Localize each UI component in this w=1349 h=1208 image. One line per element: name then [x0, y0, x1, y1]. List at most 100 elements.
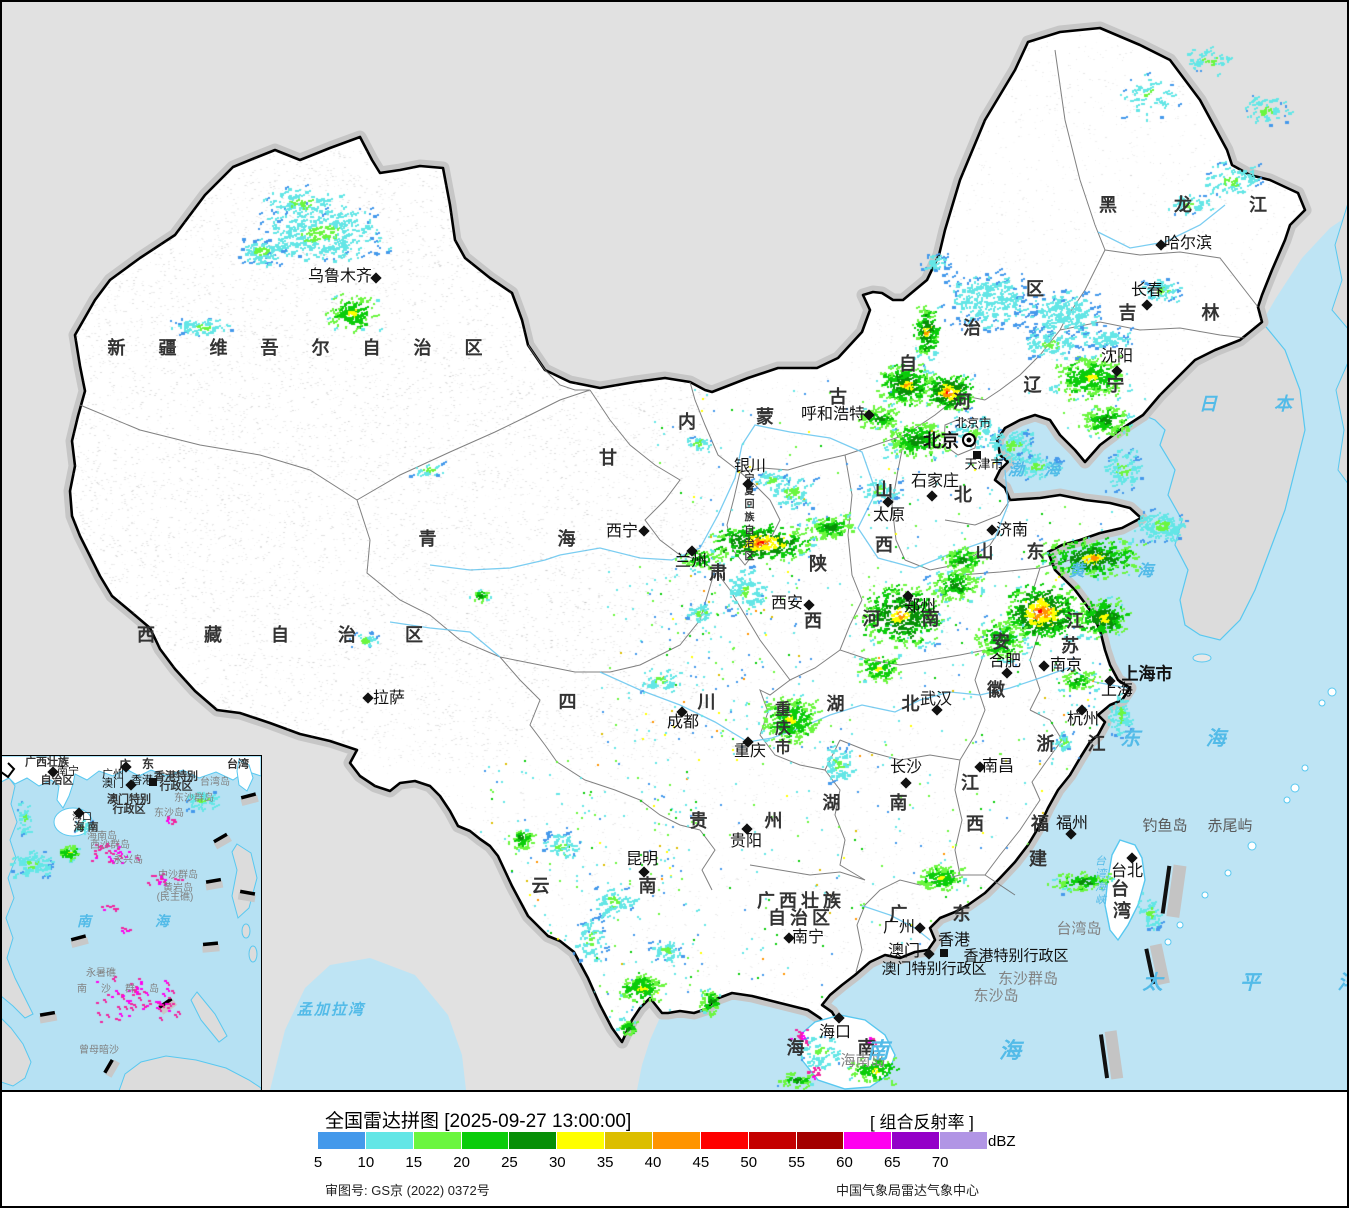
map-label: 贵阳: [729, 833, 763, 850]
map-label: 香港特别: [154, 770, 198, 783]
map-label: 南沙群岛: [77, 984, 173, 995]
map-label: 湾: [1113, 901, 1131, 921]
map-label: 澳门: [887, 943, 921, 960]
map-label: 台北: [1110, 863, 1144, 880]
map-label: 赤尾屿: [1207, 817, 1253, 835]
map-label: 徽: [987, 680, 1005, 700]
map-label: 香港: [937, 932, 971, 949]
city-marker-icon: [638, 525, 650, 537]
map-label: 重庆市: [772, 700, 789, 758]
colorbar-tick: 35: [596, 1154, 614, 1171]
map-label: 海南岛: [840, 1052, 886, 1070]
map-label: 河: [953, 392, 971, 412]
map-label: 区: [1026, 279, 1044, 299]
map-label: 海 南: [786, 1038, 900, 1058]
map-label: 香港: [131, 774, 153, 787]
map-label: 广州: [882, 919, 916, 936]
map-label: 湖 北: [826, 694, 946, 714]
map-label: 苏: [1061, 636, 1079, 656]
colorbar-tick: 70: [931, 1154, 949, 1171]
south-china-sea-inset: 广西壮族自治区南宁广东广州澳门香港香港特别行政区澳门特别行政区台湾台湾岛东沙群岛…: [0, 755, 262, 1091]
map-label: 自: [899, 354, 917, 374]
map-label: 台湾海峡: [1093, 855, 1106, 907]
map-label: 海口: [818, 1024, 852, 1041]
map-label: 西沙群岛: [90, 840, 130, 851]
map-label: 银川: [733, 458, 767, 475]
colorbar-segment: [700, 1132, 748, 1149]
colorbar-segment: [557, 1132, 605, 1149]
map-label: 陕: [809, 554, 827, 574]
map-label: 南京: [1049, 657, 1083, 674]
map-label: 东 海: [1120, 728, 1256, 750]
map-label: 永暑礁: [86, 968, 116, 979]
map-label: 黄 海: [1068, 563, 1178, 580]
capital-marker-icon: [966, 437, 972, 443]
map-label: 治: [963, 318, 981, 338]
colorbar-tick: 5: [313, 1154, 323, 1171]
inset-echo-layer: [1, 756, 261, 1090]
map-label: 西: [966, 814, 984, 834]
map-label: 西安: [770, 595, 804, 612]
map-label: 吉 林: [1118, 303, 1250, 323]
map-label: 太原: [872, 507, 906, 524]
city-marker-icon: [1038, 660, 1050, 672]
map-label: 北京市: [954, 416, 992, 430]
city-marker-icon: [149, 778, 157, 786]
map-label: 浙 江: [1036, 734, 1120, 754]
map-label: 石家庄: [910, 473, 960, 490]
map-label: 重庆: [733, 743, 767, 760]
map-label: 长沙: [889, 759, 923, 776]
map-label: 太 平 洋: [1142, 972, 1349, 994]
map-label: 武汉: [919, 691, 953, 708]
colorbar-segment: [844, 1132, 892, 1149]
legend-panel: 全国雷达拼图 [2025-09-27 13:00:00] [ 组合反射率 ] 5…: [0, 1090, 1349, 1208]
colorbar-tick: 60: [836, 1154, 853, 1171]
map-label: 西: [875, 535, 893, 555]
map-label: 长春: [1130, 282, 1164, 299]
colorbar-segment: [653, 1132, 700, 1149]
map-label: 黑 龙 江: [1098, 195, 1294, 215]
colorbar-tick: 55: [788, 1154, 805, 1171]
map-label: 山: [875, 480, 893, 500]
map-label: 肃: [709, 563, 727, 583]
city-marker-icon: [370, 272, 382, 284]
city-marker-icon: [923, 948, 935, 960]
map-label: 自治区: [40, 774, 74, 787]
map-label: 海南岛: [87, 831, 117, 842]
map-label: 乌鲁木齐: [307, 268, 373, 285]
map-label: 湖 南: [822, 793, 930, 813]
map-label: 福州: [1055, 815, 1089, 832]
map-label: 四 川: [558, 692, 774, 712]
map-label: 自治区: [768, 908, 834, 928]
map-label: 内: [678, 412, 696, 432]
map-label: 中沙群岛: [158, 870, 198, 881]
colorbar-segment: [509, 1132, 557, 1149]
map-label: 江: [1066, 611, 1084, 631]
map-label: 广 东: [889, 904, 991, 924]
map-label: 山 东: [975, 542, 1059, 562]
map-label: 永兴岛: [113, 855, 143, 866]
map-label: 蒙: [756, 407, 774, 427]
city-marker-icon: [803, 599, 815, 611]
colorbar-tick: 25: [501, 1154, 518, 1171]
map-label: 甘: [599, 448, 617, 468]
map-label: 郑州: [903, 598, 937, 615]
colorbar-segment: [748, 1132, 796, 1149]
colorbar-tick: 40: [644, 1154, 662, 1171]
map-approval-number: 审图号: GS京 (2022) 0372号: [325, 1183, 490, 1198]
colorbar-segment: [940, 1132, 988, 1149]
map-label: 兰州: [674, 553, 708, 570]
map-label: 澳门: [102, 777, 124, 790]
map-label: 建: [1029, 849, 1047, 869]
colorbar-tick: 50: [740, 1154, 758, 1171]
map-label: 上海市: [1121, 664, 1173, 684]
map-label: 台: [1111, 879, 1129, 899]
map-label: 昆明: [625, 851, 659, 868]
product-name: [ 组合反射率 ]: [870, 1113, 974, 1132]
colorbar-tick: 30: [548, 1154, 566, 1171]
colorbar-segment: [796, 1132, 844, 1149]
city-marker-icon: [1126, 852, 1138, 864]
map-label: 南宁: [57, 765, 79, 778]
reflectivity-colorbar: [318, 1132, 988, 1149]
map-label: 东沙岛: [973, 987, 1019, 1005]
